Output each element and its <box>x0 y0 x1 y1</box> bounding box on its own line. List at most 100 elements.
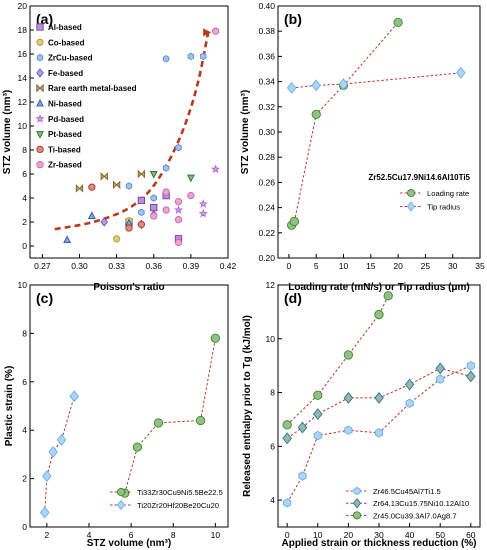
y-axis-title: STZ volume (nm³) <box>2 90 13 174</box>
x-tick-label: 8 <box>171 530 176 540</box>
data-point <box>88 183 96 191</box>
data-point <box>149 170 158 179</box>
legend-label: Tip radius <box>427 203 460 212</box>
data-point <box>100 172 108 181</box>
data-point <box>466 360 475 371</box>
legend-label: Ti20Zr20Hf20Be20Cu20 <box>137 501 219 510</box>
data-point <box>69 390 80 403</box>
y-tick-label: 0.28 <box>258 152 275 162</box>
data-point <box>311 79 321 92</box>
data-point <box>100 217 109 227</box>
y-tick-label: 0.32 <box>258 102 275 112</box>
y-tick-label: 2 <box>22 474 27 484</box>
legend-label: Zr45.0Cu39.3Al7.0Ag8.7 <box>373 511 457 520</box>
data-point <box>187 52 195 61</box>
y-tick-label: 10 <box>18 280 28 290</box>
data-point <box>343 391 354 404</box>
marks-group <box>282 291 476 508</box>
data-point <box>48 446 58 458</box>
legend-label: Ti33Zr30Cu9Ni5.5Be22.5 <box>137 488 223 497</box>
data-point <box>211 27 220 35</box>
data-point <box>87 211 96 220</box>
tick-group: 0.27 0.30 0.33 0.36 0.39 0.42 0 2 4 6 8 10 12 14 16 18 2… <box>18 1 237 271</box>
legend-label: Ti-based <box>48 145 81 154</box>
x-tick-label: 25 <box>421 261 431 271</box>
legend-marker <box>352 511 362 520</box>
data-point <box>75 184 84 193</box>
x-tick-label: 4 <box>87 530 92 540</box>
legend-marker <box>352 497 362 509</box>
legend-marker <box>36 23 44 31</box>
data-point <box>137 169 146 179</box>
marks-group <box>286 17 466 230</box>
data-point <box>198 208 208 218</box>
data-point <box>313 408 323 421</box>
data-point <box>374 309 384 320</box>
legend-marker <box>36 131 44 139</box>
panel-label: (a) <box>36 11 53 27</box>
y-tick-label: 0 <box>22 522 27 532</box>
data-point <box>162 164 170 172</box>
legend: Al-based Co-based ZrCu-based Fe-based Rare e… <box>35 23 137 170</box>
x-tick-label: 35 <box>475 261 485 271</box>
data-point <box>297 421 308 434</box>
series-line <box>291 22 399 226</box>
legend-marker <box>406 188 416 198</box>
data-point <box>112 180 121 190</box>
data-point <box>200 52 207 61</box>
tick-group: 2 4 6 8 10 0 2 4 6 8 10 <box>18 280 221 540</box>
data-point <box>393 17 403 28</box>
data-point <box>311 109 321 120</box>
legend-label: Co-based <box>48 38 85 47</box>
data-point <box>56 433 67 446</box>
x-tick-label: 0.33 <box>108 261 125 271</box>
data-point <box>125 224 133 232</box>
data-point <box>456 66 466 79</box>
y-tick-label: 0.38 <box>258 26 275 36</box>
data-point <box>313 390 323 400</box>
data-point <box>374 428 384 438</box>
y-tick-label: 16 <box>18 49 28 59</box>
data-point <box>175 143 182 152</box>
legend-label: ZrCu-based <box>48 54 93 63</box>
legend-marker <box>406 201 416 212</box>
x-tick-label: 40 <box>405 530 415 540</box>
x-tick-label: 20 <box>344 530 354 540</box>
series-line <box>291 72 461 89</box>
data-point <box>298 471 307 481</box>
plot-frame <box>29 5 229 259</box>
x-tick-label: 30 <box>448 261 458 271</box>
data-point <box>162 206 170 214</box>
y-tick-label: 2 <box>22 217 27 227</box>
data-point <box>174 215 183 224</box>
data-point <box>466 370 476 383</box>
y-tick-label: 14 <box>18 73 28 83</box>
x-tick-label: 0.39 <box>183 261 200 271</box>
legend-marker <box>116 487 126 497</box>
x-tick-label: 30 <box>374 530 384 540</box>
data-point <box>435 362 445 375</box>
y-tick-label: 0.24 <box>258 203 275 213</box>
data-point <box>186 174 195 183</box>
x-tick-label: 0.42 <box>220 261 237 271</box>
data-point <box>404 378 415 391</box>
data-point <box>198 199 208 208</box>
data-point <box>282 432 292 445</box>
y-tick-label: 4 <box>270 495 275 505</box>
panel-a: (a) 0.27 0.30 0.33 0.36 0.39 0.42 0 2 4 6 8 10 12 14 1… <box>2 1 237 293</box>
y-tick-label: 0.26 <box>258 177 275 187</box>
x-tick-label: 20 <box>393 261 403 271</box>
panel-d: (d) 0 10 20 30 40 50 60 4 6 8 10 12 Zr46.5Cu45Al7Ti… <box>242 280 481 549</box>
panel-b: (b) 0 5 10 15 20 25 30 35 0.20 0.22 0.24 0.26 0.28 0.… <box>240 1 485 293</box>
data-point <box>195 415 206 426</box>
panel-label: (d) <box>284 290 302 306</box>
x-axis-title: Loading rate (mN/s) or Tip radius (μm) <box>288 282 470 293</box>
y-tick-label: 0.22 <box>258 228 275 238</box>
x-tick-label: 10 <box>211 530 221 540</box>
data-point <box>63 235 72 244</box>
y-tick-label: 6 <box>270 441 275 451</box>
y-tick-label: 12 <box>18 97 28 107</box>
marks-group <box>39 333 221 519</box>
trend-curve-group <box>54 29 212 231</box>
data-point <box>211 164 221 174</box>
